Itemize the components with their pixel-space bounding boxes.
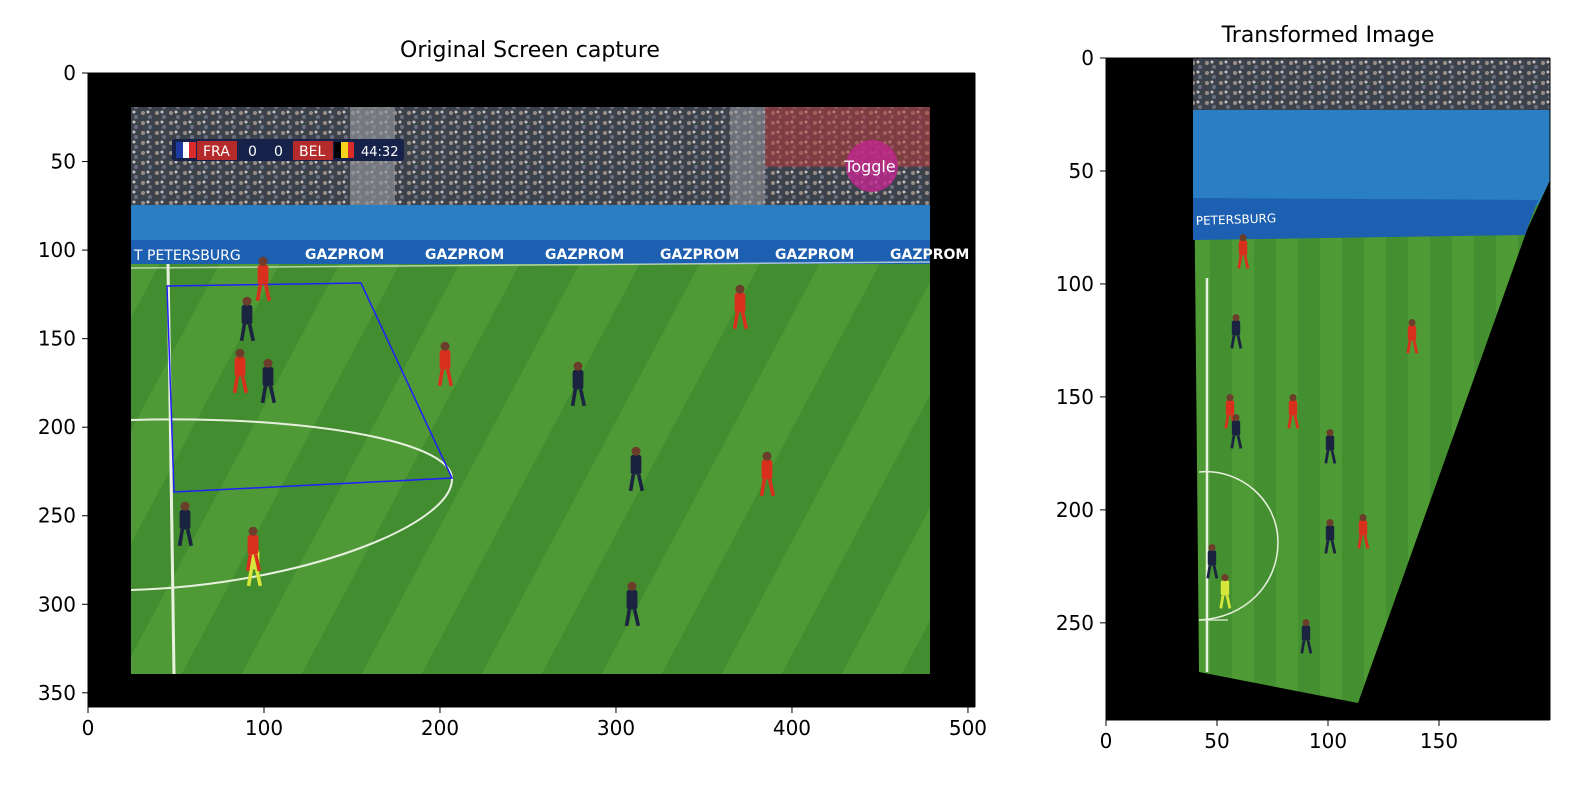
player-figure <box>732 284 749 330</box>
left-y-tick-label: 250 <box>38 504 76 528</box>
player-figure <box>759 451 776 497</box>
selection-quadrilateral <box>166 282 454 493</box>
left-y-tick-label: 200 <box>38 415 76 439</box>
left-x-ticks: 0 100 200 300 400 500 <box>82 707 987 740</box>
left-y-tick-label: 150 <box>38 327 76 351</box>
player-figure <box>232 348 249 394</box>
sponsor-board-text: GAZPROM <box>545 247 624 263</box>
channel-logo-text: Toggle <box>843 157 895 176</box>
player-figure <box>1219 574 1232 609</box>
team1-label: FRA <box>203 144 230 160</box>
left-stairs-2 <box>730 107 765 207</box>
player-figure <box>1230 314 1243 349</box>
player-figure <box>260 358 277 404</box>
right-y-tick-label: 0 <box>1081 46 1094 70</box>
player-figure <box>1287 394 1300 429</box>
score1-label: 0 <box>248 144 257 160</box>
right-board-text: PETERSBURG <box>1196 211 1277 228</box>
left-x-tick-label: 200 <box>421 716 459 740</box>
right-y-tick-label: 100 <box>1056 272 1094 296</box>
sponsor-board-text: GAZPROM <box>660 247 739 263</box>
player-figure <box>570 361 587 407</box>
sponsor-board-text: GAZPROM <box>890 247 969 263</box>
sponsor-board-text: GAZPROM <box>425 247 504 263</box>
clock-label: 44:32 <box>361 145 398 160</box>
right-warped-wall <box>1193 110 1550 205</box>
channel-logo: Toggle <box>843 140 898 192</box>
player-figure <box>624 581 641 627</box>
right-players <box>1206 234 1419 654</box>
right-x-tick-label: 50 <box>1204 729 1229 753</box>
right-y-tick-label: 150 <box>1056 385 1094 409</box>
player-figure <box>1406 319 1419 354</box>
left-axes: 0 100 200 300 400 500 0 50 100 150 200 250 300 350 <box>38 61 987 740</box>
left-board-city: T PETERSBURG <box>133 248 241 264</box>
right-warped-board <box>1193 198 1538 240</box>
player-figure <box>1206 544 1219 579</box>
player-figure <box>1357 514 1370 549</box>
player-figure <box>1300 619 1313 654</box>
right-title: Transformed Image <box>1221 23 1435 48</box>
player-figure <box>1324 429 1337 464</box>
left-x-tick-label: 100 <box>245 716 283 740</box>
left-y-tick-label: 300 <box>38 592 76 616</box>
left-y-tick-label: 50 <box>51 150 76 174</box>
sponsor-board-text: GAZPROM <box>775 247 854 263</box>
player-figure <box>255 256 272 302</box>
player-figure <box>245 526 262 572</box>
right-y-ticks: 0 50 100 150 200 250 <box>1056 46 1106 635</box>
left-x-tick-label: 0 <box>82 716 95 740</box>
right-center-arc <box>1198 470 1279 621</box>
right-warped-stands <box>1193 58 1550 110</box>
right-y-tick-label: 200 <box>1056 498 1094 522</box>
left-y-ticks: 0 50 100 150 200 250 300 350 <box>38 61 88 705</box>
left-x-tick-label: 400 <box>773 716 811 740</box>
right-x-tick-label: 0 <box>1100 729 1113 753</box>
score2-label: 0 <box>274 144 283 160</box>
left-y-tick-label: 100 <box>38 238 76 262</box>
right-x-tick-label: 150 <box>1420 729 1458 753</box>
player-figure <box>1324 519 1337 554</box>
right-axes: 0 50 100 150 0 50 100 150 200 250 <box>1056 46 1551 753</box>
scoreboard: FRA 0 0 BEL 44:32 <box>172 139 404 161</box>
player-figure <box>177 501 194 547</box>
left-x-tick-label: 300 <box>597 716 635 740</box>
left-players <box>177 256 776 627</box>
player-figure <box>1230 414 1243 449</box>
left-title: Original Screen capture <box>400 38 660 63</box>
left-y-tick-label: 0 <box>63 61 76 85</box>
right-image: PETERSBURG <box>1106 58 1550 720</box>
right-x-tick-label: 100 <box>1309 729 1347 753</box>
player-figure <box>628 446 645 492</box>
sponsor-board-text: GAZPROM <box>305 247 384 263</box>
right-y-tick-label: 250 <box>1056 611 1094 635</box>
player-figure <box>437 341 454 387</box>
player-figure <box>1237 234 1250 269</box>
team2-label: BEL <box>299 144 325 160</box>
left-pitch <box>131 264 930 674</box>
player-figure <box>239 296 256 342</box>
left-y-tick-label: 350 <box>38 681 76 705</box>
left-image: T PETERSBURG GAZPROM GAZPROM GAZPROM GAZPRO… <box>88 73 975 707</box>
left-board-sponsors: GAZPROM GAZPROM GAZPROM GAZPROM GAZPROM GAZPR… <box>305 247 969 263</box>
right-x-ticks: 0 50 100 150 <box>1100 720 1458 753</box>
left-blue-wall <box>131 205 930 243</box>
left-x-tick-label: 500 <box>949 716 987 740</box>
left-red-fans <box>765 107 930 167</box>
right-y-tick-label: 50 <box>1069 159 1094 183</box>
